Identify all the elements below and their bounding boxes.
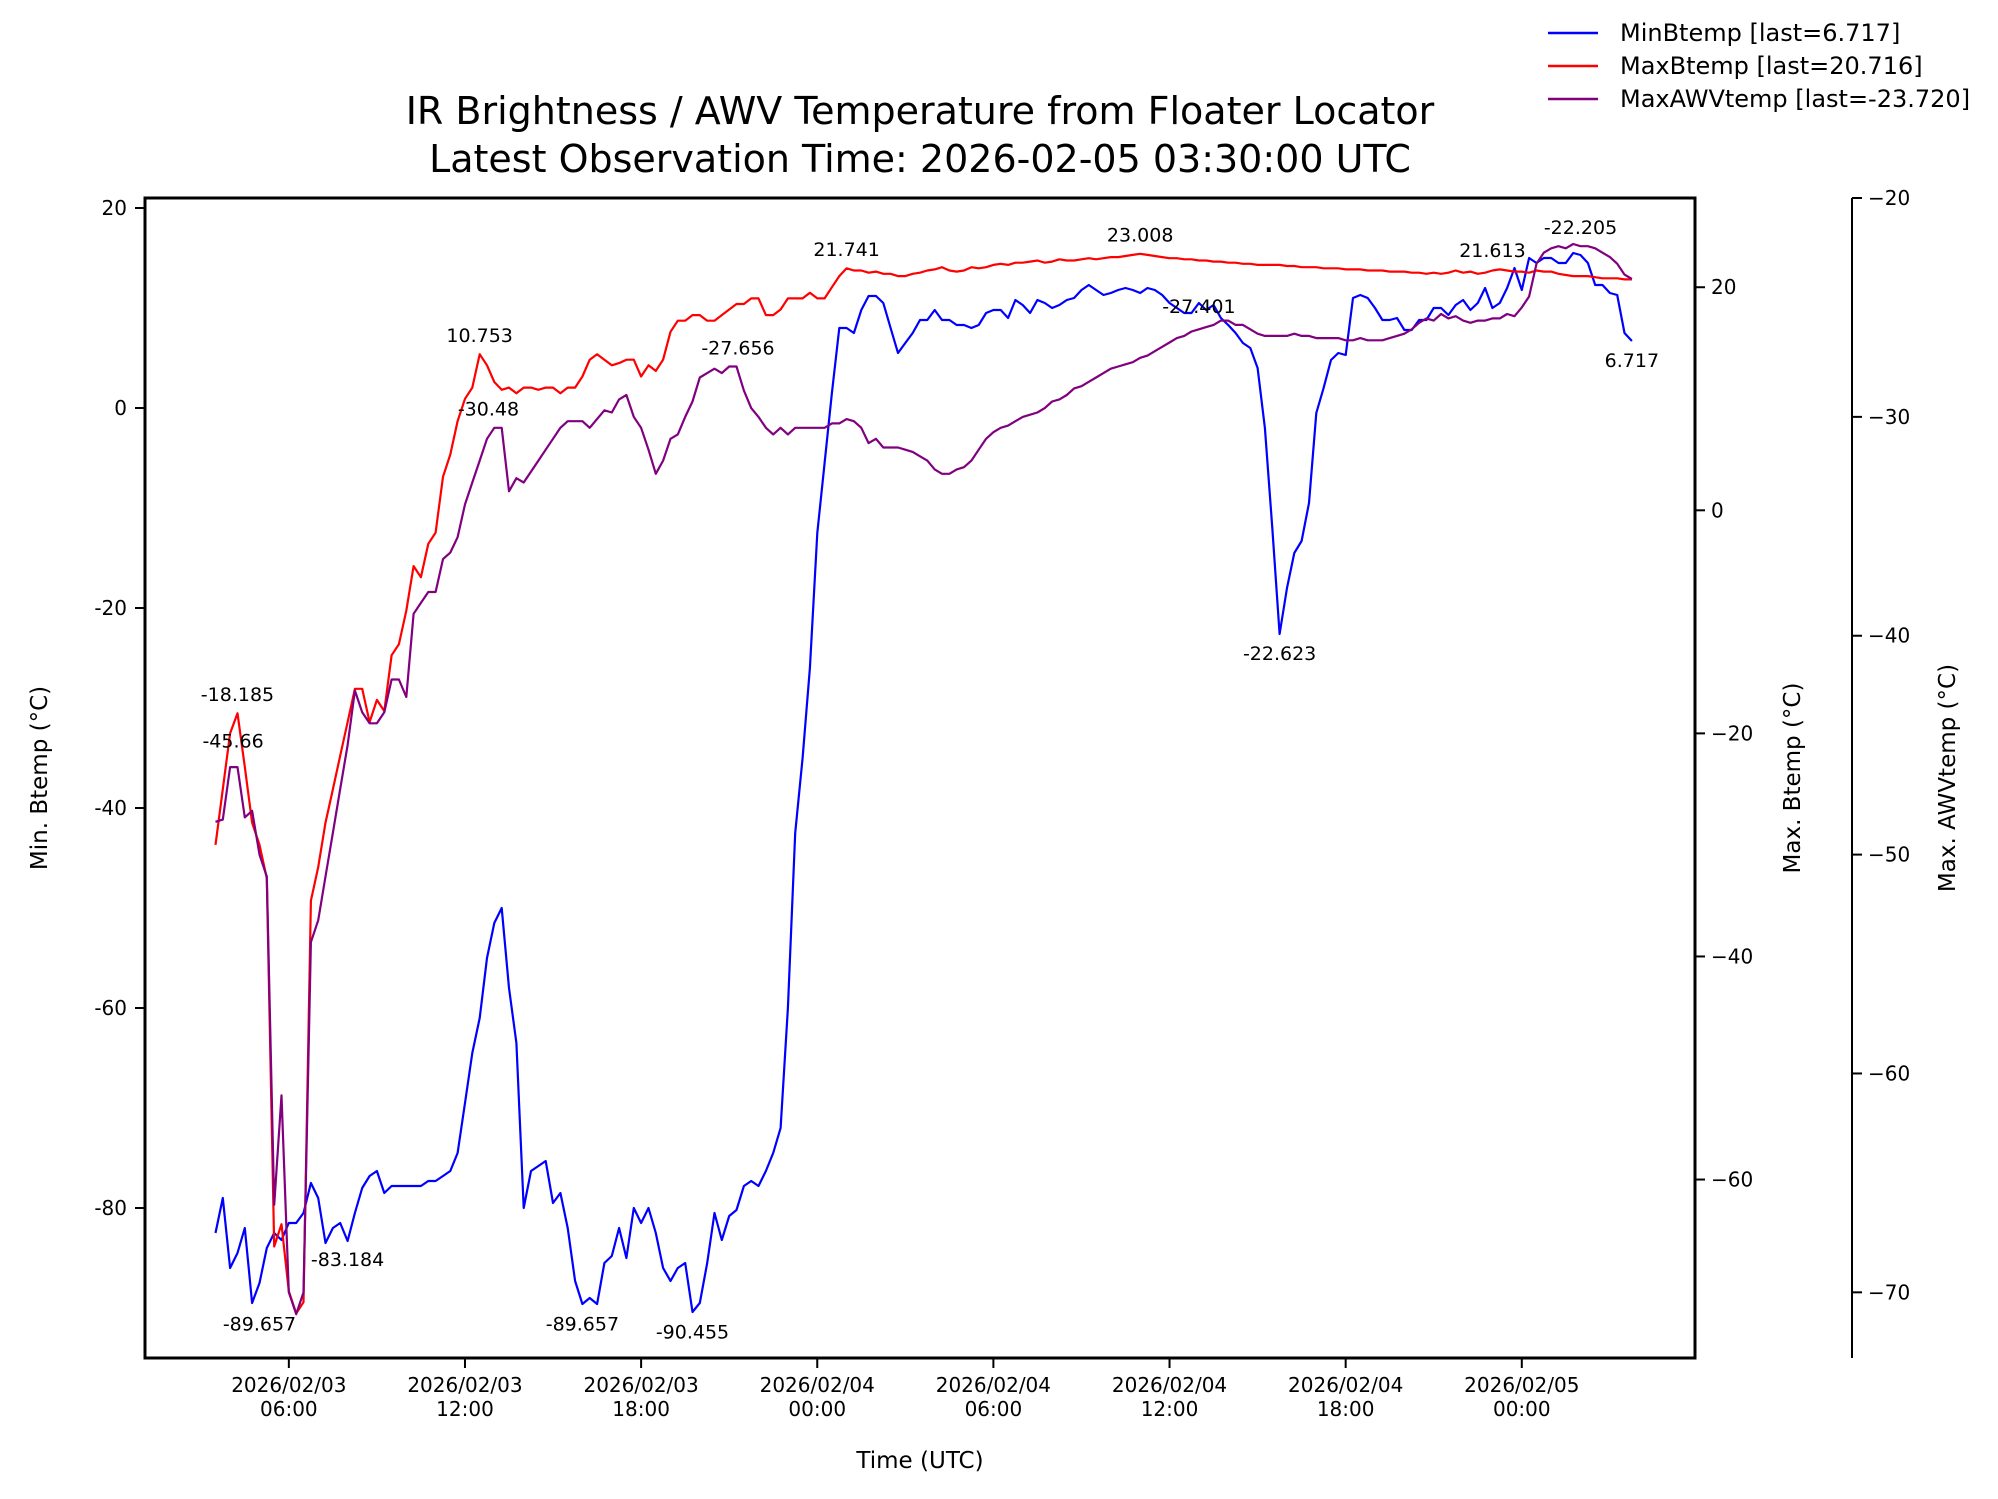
data-label: 21.613 xyxy=(1459,240,1525,262)
x-tick-label: 06:00 xyxy=(965,1397,1023,1421)
legend-entry: MaxBtemp [last=20.716] xyxy=(1620,52,1923,80)
outer-y-axis-label: Max. AWVtemp (°C) xyxy=(1935,664,1961,892)
left-y-tick-label: -20 xyxy=(94,596,127,620)
data-label: -22.205 xyxy=(1544,217,1617,239)
x-tick-label: 2026/02/04 xyxy=(936,1373,1051,1397)
right-y-tick-label: −60 xyxy=(1711,1168,1753,1192)
right-y-tick-label: −40 xyxy=(1711,944,1753,968)
data-label: 23.008 xyxy=(1107,225,1173,247)
right-y-tick-label: 20 xyxy=(1711,275,1736,299)
data-label: 10.753 xyxy=(446,325,512,347)
x-tick-label: 06:00 xyxy=(260,1397,318,1421)
outer-y-tick-label: −40 xyxy=(1868,624,1910,648)
data-label: -27.656 xyxy=(701,338,774,360)
data-label: -90.455 xyxy=(656,1322,729,1344)
left-y-tick-label: -80 xyxy=(94,1196,127,1220)
chart-title: IR Brightness / AWV Temperature from Flo… xyxy=(406,89,1435,133)
left-y-axis-label: Min. Btemp (°C) xyxy=(27,686,53,870)
legend-entry: MinBtemp [last=6.717] xyxy=(1620,19,1900,47)
x-tick-label: 2026/02/03 xyxy=(231,1373,346,1397)
left-y-tick-label: 20 xyxy=(102,196,127,220)
outer-y-tick-label: −20 xyxy=(1868,186,1910,210)
x-tick-label: 00:00 xyxy=(1493,1397,1551,1421)
series-line-maxbtemp xyxy=(214,252,1632,1315)
x-tick-label: 2026/02/05 xyxy=(1464,1373,1579,1397)
legend-entry: MaxAWVtemp [last=-23.720] xyxy=(1620,85,1970,113)
data-label: -45.66 xyxy=(202,731,263,753)
x-tick-label: 00:00 xyxy=(788,1397,846,1421)
data-label: 21.741 xyxy=(813,239,879,261)
outer-y-tick-label: −30 xyxy=(1868,405,1910,429)
right-y-axis-label: Max. Btemp (°C) xyxy=(1780,683,1806,874)
outer-y-tick-label: −50 xyxy=(1868,843,1910,867)
chart-subtitle: Latest Observation Time: 2026-02-05 03:3… xyxy=(429,137,1411,181)
x-tick-label: 2026/02/04 xyxy=(1288,1373,1403,1397)
x-tick-label: 2026/02/04 xyxy=(1112,1373,1227,1397)
x-tick-label: 18:00 xyxy=(1317,1397,1375,1421)
plot-layer: 2026/02/0306:002026/02/0312:002026/02/03… xyxy=(27,19,1970,1421)
x-tick-label: 12:00 xyxy=(436,1397,494,1421)
series-line-minbtemp xyxy=(214,251,1633,1314)
outer-y-tick-label: −60 xyxy=(1868,1061,1910,1085)
data-label: -83.184 xyxy=(311,1249,384,1271)
x-tick-label: 18:00 xyxy=(612,1397,670,1421)
x-tick-label: 2026/02/03 xyxy=(583,1373,698,1397)
x-tick-label: 2026/02/04 xyxy=(760,1373,875,1397)
left-y-tick-label: -60 xyxy=(94,996,127,1020)
plot-frame xyxy=(143,196,1697,1360)
data-label: -89.657 xyxy=(546,1314,619,1336)
left-y-tick-label: -40 xyxy=(94,796,127,820)
right-y-tick-label: −20 xyxy=(1711,721,1753,745)
data-label: -27.401 xyxy=(1162,296,1235,318)
x-tick-label: 12:00 xyxy=(1141,1397,1199,1421)
outer-y-tick-label: −70 xyxy=(1868,1280,1910,1304)
x-tick-label: 2026/02/03 xyxy=(407,1373,522,1397)
data-label: -22.623 xyxy=(1243,643,1316,665)
data-label: -30.48 xyxy=(458,398,519,420)
series-line-maxawvtemp xyxy=(215,242,1633,1316)
data-label: -89.657 xyxy=(223,1314,296,1336)
left-y-tick-label: 0 xyxy=(114,396,127,420)
x-axis-label: Time (UTC) xyxy=(855,1448,983,1474)
data-label: 6.717 xyxy=(1605,350,1659,372)
right-y-tick-label: 0 xyxy=(1711,498,1724,522)
data-label: -18.185 xyxy=(201,684,274,706)
